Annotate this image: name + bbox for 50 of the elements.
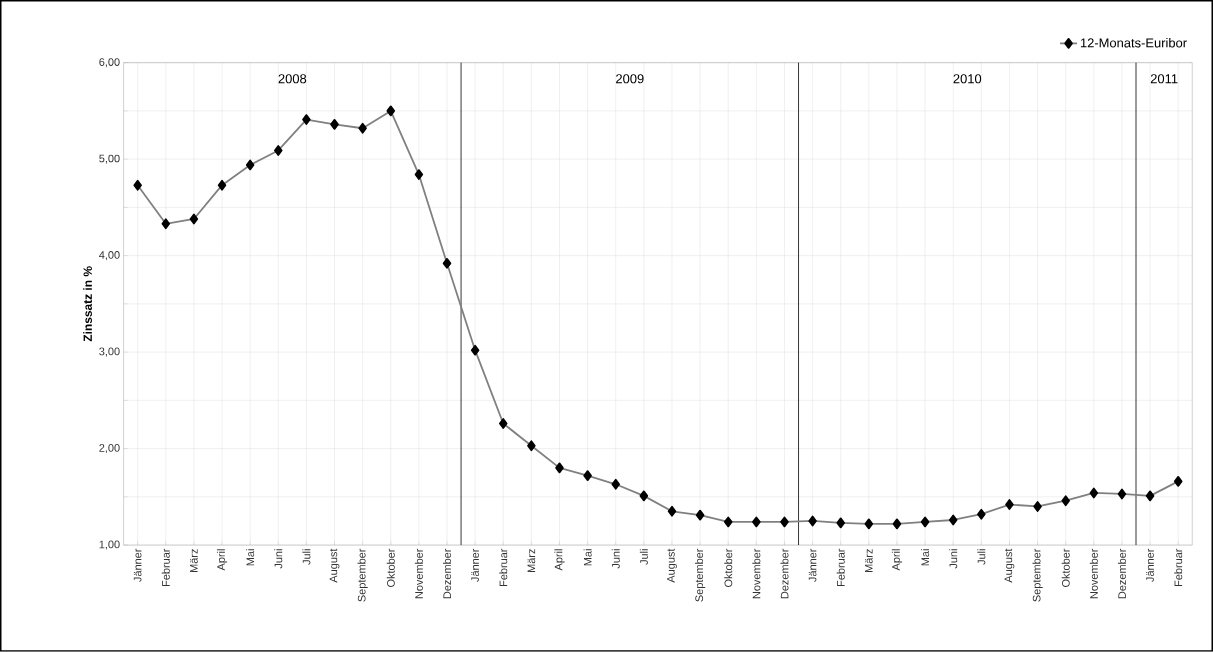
- x-tick-label: Juli: [302, 549, 311, 565]
- x-tick-label: März: [190, 549, 198, 573]
- y-tick-label: 3,00: [99, 347, 120, 357]
- x-tick-label: Dezember: [442, 548, 452, 599]
- x-tick-label: April: [554, 549, 565, 571]
- x-tick-label: August: [1004, 548, 1015, 583]
- x-tick-label: Februar: [836, 548, 845, 587]
- x-tick-label: April: [891, 549, 903, 571]
- x-tick-label: November: [1089, 548, 1098, 599]
- x-tick-label: Februar: [161, 548, 170, 587]
- y-tick-label: 2,00: [99, 444, 120, 454]
- x-tick-label: Oktober: [1061, 548, 1070, 588]
- x-tick-label: Dezember: [780, 548, 789, 599]
- x-tick-label: März: [865, 549, 873, 573]
- x-tick-label: Jänner: [471, 548, 479, 583]
- x-tick-label: Juni: [274, 549, 283, 569]
- x-tick-label: Dezember: [1117, 548, 1126, 599]
- x-tick-label: März: [527, 549, 536, 573]
- x-tick-label: September: [357, 548, 368, 602]
- x-tick-label: August: [329, 548, 340, 583]
- x-tick-label: Februar: [1174, 548, 1183, 587]
- x-tick-label: Juni: [611, 549, 620, 569]
- annotation: 2009: [616, 74, 644, 84]
- x-tick-label: Juli: [977, 549, 986, 565]
- x-tick-label: Oktober: [724, 548, 733, 588]
- x-tick-label: April: [216, 549, 228, 571]
- y-tick-label: 5,00: [99, 154, 120, 164]
- y-tick-label: 1,00: [99, 540, 120, 550]
- x-tick-label: September: [1032, 548, 1043, 602]
- legend-label: 12-Monats-Euribor: [1080, 38, 1187, 48]
- x-tick-label: August: [667, 548, 677, 583]
- x-tick-label: November: [414, 548, 423, 599]
- x-tick-label: Juli: [639, 549, 648, 565]
- annotation: 2010: [953, 74, 982, 84]
- x-tick-label: Jänner: [1146, 548, 1154, 583]
- x-tick-label: Mai: [921, 549, 930, 566]
- x-tick-label: September: [695, 548, 706, 602]
- x-tick-label: Mai: [246, 549, 255, 566]
- annotation: 2011: [1150, 74, 1178, 84]
- y-tick-label: 4,00: [99, 251, 120, 261]
- x-tick-label: Jänner: [133, 548, 142, 583]
- annotation: 2008: [278, 74, 307, 84]
- x-tick-label: Juni: [949, 549, 958, 569]
- y-tick-label: 6,00: [99, 58, 120, 68]
- x-tick-label: Jänner: [808, 548, 817, 583]
- x-tick-label: Februar: [499, 548, 508, 587]
- x-tick-label: Oktober: [386, 548, 395, 588]
- x-tick-label: November: [752, 548, 761, 599]
- x-tick-label: Mai: [583, 549, 592, 566]
- y-axis-title: Zinssatz in %: [83, 266, 92, 342]
